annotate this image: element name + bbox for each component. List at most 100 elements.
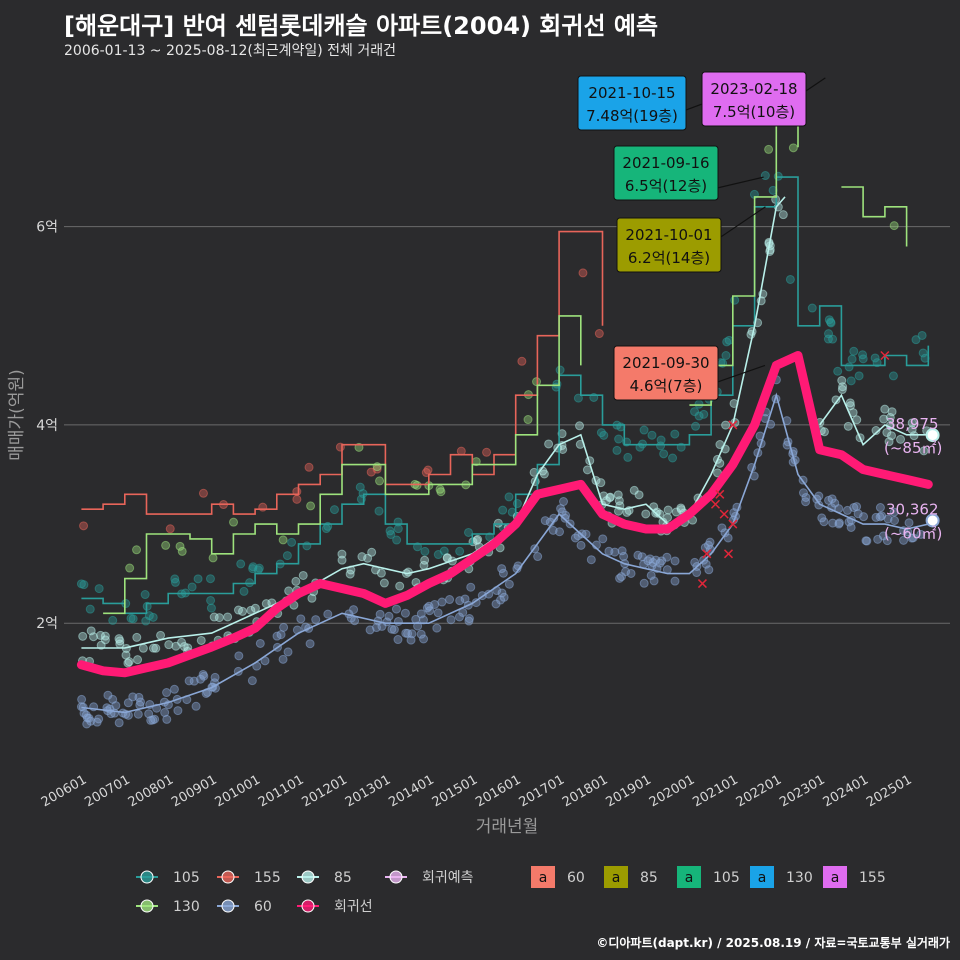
scatter-point xyxy=(626,568,636,578)
legend-box-label: 155 xyxy=(859,870,886,886)
scatter-point xyxy=(760,171,770,181)
scatter-point xyxy=(878,531,888,541)
scatter-point xyxy=(118,708,128,718)
source-caption: ©디아파트(dapt.kr) / 2025.08.19 / 자료=국토교통부 실… xyxy=(596,936,950,950)
scatter-point xyxy=(875,512,885,522)
legend-box-glyph: a xyxy=(612,870,621,886)
scatter-point xyxy=(659,449,669,459)
scatter-point xyxy=(578,268,588,278)
scatter-point xyxy=(532,377,542,387)
annotation-date: 2021-10-15 xyxy=(588,84,675,102)
scatter-point xyxy=(854,371,864,381)
scatter-point xyxy=(148,612,158,622)
scatter-point xyxy=(144,709,154,719)
scatter-point xyxy=(629,485,639,495)
scatter-point xyxy=(694,399,704,409)
scatter-point xyxy=(691,421,701,431)
scatter-point xyxy=(889,507,899,517)
scatter-point xyxy=(123,658,133,668)
scatter-point xyxy=(254,563,264,573)
scatter-point xyxy=(833,366,843,376)
scatter-point xyxy=(830,498,840,508)
legend-marker-85 xyxy=(301,870,315,884)
scatter-point xyxy=(807,303,817,313)
scatter-point xyxy=(559,497,569,507)
x-marks xyxy=(697,350,890,589)
annotation-text: 7.5억(10층) xyxy=(713,103,795,121)
scatter-point xyxy=(882,428,892,438)
scatter-point xyxy=(433,608,443,618)
scatter-point xyxy=(175,541,185,551)
forecast-point xyxy=(925,513,940,528)
scatter-point xyxy=(645,554,655,564)
scatter-point xyxy=(918,348,928,358)
scatter-point xyxy=(287,537,297,547)
scatter-point xyxy=(205,574,215,584)
scatter-point xyxy=(676,503,686,513)
annotation-text: 6.5억(12층) xyxy=(625,177,707,195)
scatter-point xyxy=(523,415,533,425)
chart-subtitle: 2006-01-13 ~ 2025-08-12(최근계약일) 전체 거래건 xyxy=(64,43,396,59)
scatter-point xyxy=(255,638,265,648)
scatter-point xyxy=(668,453,678,463)
scatter-point xyxy=(248,564,258,574)
x-tick-label: 200901 xyxy=(169,772,219,810)
scatter-point xyxy=(432,623,442,633)
scatter-point xyxy=(193,574,203,584)
scatter-point xyxy=(575,421,585,431)
legend-box xyxy=(677,866,701,888)
scatter-point xyxy=(133,709,143,719)
scatter-point xyxy=(433,550,443,560)
forecast-points: 38,975 (~85㎡) 30,362 (~60㎡) xyxy=(884,415,942,542)
scatter-point xyxy=(206,595,216,605)
regression-line xyxy=(76,351,933,678)
scatter-point xyxy=(657,556,667,566)
scatter-point xyxy=(647,430,657,440)
scatter-point xyxy=(125,563,135,573)
scatter-point xyxy=(670,429,680,439)
x-tick-label: 202401 xyxy=(821,772,871,810)
scatter-point xyxy=(276,630,286,640)
legend-box-label: 105 xyxy=(713,870,740,886)
scatter-point xyxy=(533,552,543,562)
scatter-point xyxy=(612,445,622,455)
x-tick-label: 201701 xyxy=(517,772,567,810)
scatter-point xyxy=(423,465,433,475)
scatter-point xyxy=(846,522,856,532)
scatter-point xyxy=(337,555,347,565)
scatter-point xyxy=(78,631,88,641)
scatter-point xyxy=(889,221,899,231)
scatter-point xyxy=(121,650,131,660)
scatter-point xyxy=(437,597,447,607)
annotation-box xyxy=(616,217,722,273)
scatter-point xyxy=(236,559,246,569)
scatter-point xyxy=(870,353,880,363)
x-tick-label: 201501 xyxy=(430,772,480,810)
scatter-point xyxy=(493,518,503,528)
scatter-point xyxy=(357,552,367,562)
series-lines xyxy=(81,96,930,714)
scatter-point xyxy=(148,643,158,653)
scatter-point xyxy=(140,590,150,600)
scatter-point xyxy=(133,655,143,665)
scatter-point xyxy=(400,608,410,618)
scatter-point xyxy=(196,635,206,645)
scatter-point xyxy=(307,593,317,603)
x-tick-label: 200801 xyxy=(126,772,176,810)
scatter-point xyxy=(819,427,829,437)
scatter-point xyxy=(387,624,397,634)
annotation-text: 6.2억(14층) xyxy=(628,249,710,267)
scatter-point xyxy=(909,431,919,441)
regression-path xyxy=(76,351,933,678)
scatter-point xyxy=(917,330,927,340)
x-mark xyxy=(715,489,725,499)
grid-lines xyxy=(64,226,950,624)
scatter-point xyxy=(329,505,339,515)
scatter-point xyxy=(305,639,315,649)
scatter-point xyxy=(560,513,570,523)
scatter-point xyxy=(86,716,96,726)
annotation-date: 2021-10-01 xyxy=(625,226,712,244)
legend-box-glyph: a xyxy=(831,870,840,886)
scatter-point xyxy=(646,570,656,580)
